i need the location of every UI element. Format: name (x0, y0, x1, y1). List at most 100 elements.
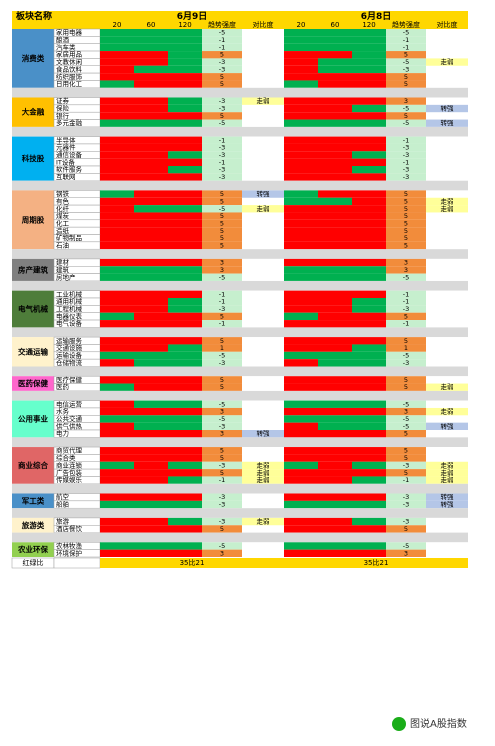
strength-cell (386, 258, 426, 267)
signal-cell (134, 430, 168, 438)
compare-cell (242, 205, 284, 213)
strength-cell (202, 430, 242, 438)
strength-cell (202, 549, 242, 557)
strength-value: 5 (220, 383, 224, 391)
signal-cell (134, 461, 168, 470)
group-gap (12, 532, 468, 543)
compare-value: 转强 (257, 189, 271, 198)
strength-cell (386, 104, 426, 113)
strength-cell (386, 80, 426, 88)
signal-cell (168, 305, 202, 313)
strength-value: 5 (220, 51, 224, 59)
strength-value: -3 (219, 105, 225, 113)
strength-cell (202, 136, 242, 144)
signal-cell (318, 136, 352, 144)
row-name: 有色 (56, 196, 70, 205)
strength-cell (202, 517, 242, 526)
signal-cell (352, 312, 386, 321)
signal-cell (284, 104, 318, 113)
signal-cell (284, 320, 318, 328)
signal-cell (134, 112, 168, 120)
signal-cell (352, 454, 386, 462)
strength-value: -5 (403, 400, 409, 408)
signal-cell (318, 469, 352, 477)
strength-cell (202, 173, 242, 181)
signal-cell (168, 43, 202, 52)
compare-col-bg (242, 190, 284, 250)
signal-cell (284, 112, 318, 120)
signal-cell (168, 447, 202, 455)
signal-cell (100, 320, 134, 328)
group-gap (12, 280, 468, 291)
compare-col-bg (426, 136, 468, 181)
strength-value: -1 (403, 36, 409, 44)
signal-cell (352, 422, 386, 430)
signal-cell (318, 407, 352, 416)
watermark: 图说A股指数 (390, 714, 490, 736)
group-gap (12, 483, 468, 494)
row-name: 多元金融 (56, 118, 83, 127)
signal-cell (134, 136, 168, 144)
row-name: 钢铁 (56, 189, 70, 198)
signal-cell (134, 65, 168, 74)
signal-cell (318, 517, 352, 526)
signal-cell (100, 273, 134, 281)
row-name: 互联网 (56, 172, 76, 181)
signal-cell (134, 241, 168, 250)
signal-cell (318, 190, 352, 198)
signal-cell (318, 312, 352, 321)
group-gap (12, 126, 468, 137)
compare-value: 转强 (441, 421, 455, 430)
row-name: 交通设施 (56, 343, 83, 352)
strength-cell (202, 469, 242, 477)
signal-cell (134, 320, 168, 328)
signal-cell (318, 212, 352, 220)
row-name: 酿酒 (56, 35, 70, 44)
signal-cell (352, 290, 386, 298)
strength-cell (202, 422, 242, 430)
signal-cell (284, 383, 318, 391)
signal-cell (318, 112, 352, 120)
signal-cell (284, 219, 318, 228)
signal-cell (352, 298, 386, 306)
signal-cell (352, 320, 386, 328)
signal-cell (284, 359, 318, 367)
signal-cell (134, 493, 168, 501)
strength-cell (386, 430, 426, 438)
row-name: 汽车类 (56, 42, 76, 51)
signal-cell (134, 36, 168, 44)
signal-cell (134, 51, 168, 59)
strength-cell (386, 320, 426, 328)
signal-cell (318, 58, 352, 66)
strength-cell (202, 447, 242, 455)
strength-value: 5 (404, 219, 408, 227)
signal-cell (168, 266, 202, 274)
signal-cell (134, 500, 168, 509)
group-label-bg (12, 517, 54, 533)
signal-cell (352, 525, 386, 533)
row-name: 医疗保健 (56, 375, 83, 384)
strength-value: 3 (404, 408, 408, 416)
signal-cell (284, 337, 318, 345)
strength-cell (202, 80, 242, 88)
signal-cell (100, 58, 134, 66)
compare-col-bg (426, 517, 468, 533)
signal-cell (134, 359, 168, 367)
signal-cell (284, 73, 318, 81)
signal-cell (284, 151, 318, 159)
header-date-2: 6月8日 (361, 11, 392, 22)
period-label-1-120: 120 (178, 21, 191, 29)
signal-cell (100, 400, 134, 408)
signal-cell (168, 205, 202, 213)
strength-cell (202, 190, 242, 198)
signal-cell (318, 447, 352, 455)
compare-value: 转强 (257, 429, 271, 438)
strength-cell (202, 36, 242, 44)
compare-col-bg (242, 337, 284, 367)
strength-value: 3 (404, 266, 408, 274)
strength-value: 1 (404, 344, 408, 352)
row-name: 文教休闲 (56, 57, 82, 66)
signal-cell (168, 549, 202, 557)
signal-cell (318, 298, 352, 306)
signal-cell (134, 549, 168, 557)
